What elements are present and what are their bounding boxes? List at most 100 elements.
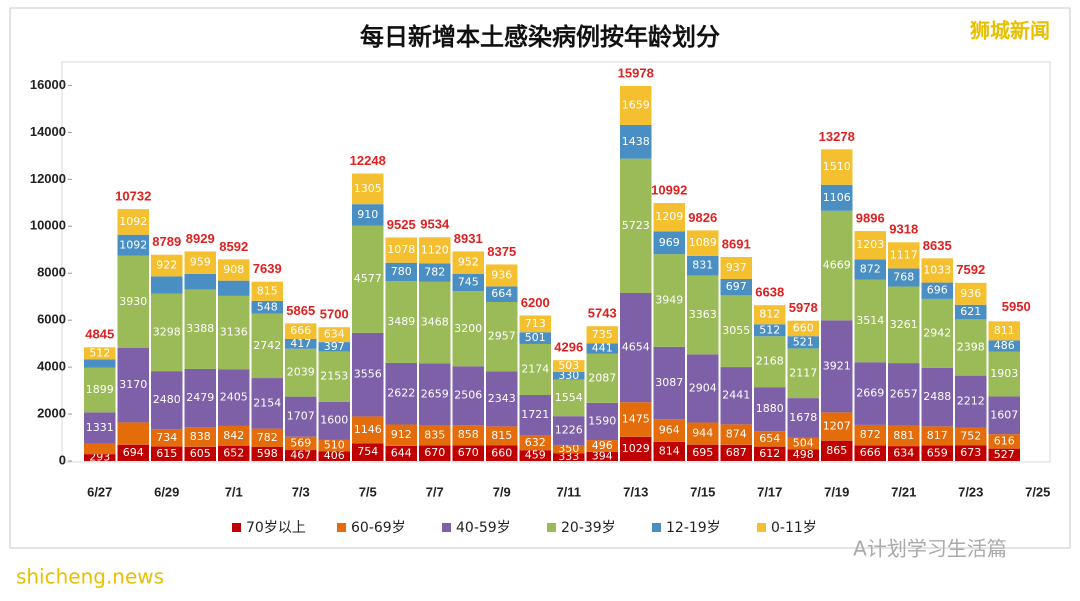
total-label: 9896 — [856, 211, 885, 226]
bar-segment — [553, 416, 585, 445]
data-label: 922 — [156, 259, 177, 272]
data-label: 969 — [659, 236, 680, 249]
data-label: 912 — [391, 428, 412, 441]
bar-segment — [352, 332, 384, 417]
bar-segment — [955, 304, 987, 320]
bar-segment — [787, 320, 819, 337]
bar-segment — [419, 425, 451, 446]
data-label: 510 — [324, 438, 345, 451]
data-label: 814 — [659, 444, 680, 457]
data-label: 1600 — [320, 414, 348, 427]
data-label: 835 — [424, 428, 445, 441]
bar-segment — [218, 445, 250, 461]
x-tick-label: 7/23 — [958, 484, 983, 499]
bar-segment — [84, 454, 116, 461]
bar-segment — [821, 149, 853, 185]
data-label: 2742 — [253, 339, 281, 352]
bar-segment — [687, 422, 719, 445]
bar-segment — [854, 259, 886, 280]
data-label: 670 — [424, 446, 445, 459]
bar-segment — [653, 346, 685, 420]
data-label: 1092 — [119, 238, 147, 251]
data-label: 1117 — [890, 248, 918, 261]
bar-segment — [452, 425, 484, 446]
bar-segment — [519, 435, 551, 451]
x-tick-label: 7/7 — [426, 484, 444, 499]
bar-segment — [921, 445, 953, 461]
y-tick-label: 14000 — [30, 124, 66, 139]
bar-segment — [184, 289, 216, 369]
bar-segment — [419, 237, 451, 264]
bar-segment — [486, 371, 518, 427]
bar-segment — [218, 369, 250, 426]
bar-segment — [988, 351, 1020, 397]
bar-segment — [921, 258, 953, 283]
data-label: 908 — [223, 263, 244, 276]
data-label: 944 — [692, 427, 713, 440]
data-label: 1707 — [287, 410, 315, 423]
data-label: 1203 — [856, 238, 884, 251]
bar-segment — [385, 445, 417, 461]
bar-segment — [653, 419, 685, 442]
bar-segment — [117, 234, 149, 256]
total-label: 5865 — [286, 303, 315, 318]
bar-segment — [586, 326, 618, 344]
data-label: 5723 — [622, 219, 650, 232]
bar-segment — [251, 281, 283, 301]
total-label: 9534 — [420, 217, 450, 232]
data-label: 512 — [89, 346, 110, 359]
data-label: 3949 — [655, 293, 683, 306]
bar-segment — [921, 282, 953, 299]
legend-swatch — [442, 523, 451, 532]
bar-segment — [151, 446, 183, 461]
bar-segment — [754, 431, 786, 447]
total-label: 6638 — [755, 285, 784, 300]
data-label: 1554 — [555, 391, 583, 404]
bar-segment — [285, 450, 317, 461]
bar-segment — [486, 301, 518, 372]
data-label: 615 — [156, 447, 177, 460]
bar-segment — [921, 367, 953, 427]
data-label: 616 — [994, 434, 1015, 447]
bar-segment — [653, 231, 685, 255]
data-label: 713 — [525, 317, 546, 330]
data-label: 634 — [324, 328, 345, 341]
bar-segment — [553, 371, 585, 380]
bar-segment — [218, 425, 250, 446]
data-label: 2622 — [387, 387, 415, 400]
bar-segment — [787, 348, 819, 399]
data-label: 2942 — [923, 326, 951, 339]
total-label: 10992 — [651, 182, 687, 197]
bar-segment — [184, 273, 216, 290]
bar-segment — [84, 367, 116, 413]
total-label: 7592 — [956, 262, 985, 277]
bar-segment — [184, 368, 216, 428]
data-label: 1209 — [655, 210, 683, 223]
bar-segment — [888, 286, 920, 364]
data-label: 1331 — [86, 421, 114, 434]
data-label: 605 — [190, 447, 211, 460]
bar-segment — [84, 359, 116, 368]
bar-segment — [151, 429, 183, 447]
bar-segment — [620, 402, 652, 437]
bar-segment — [84, 443, 116, 455]
data-label: 2904 — [689, 381, 717, 394]
data-label: 1092 — [119, 215, 147, 228]
data-label: 959 — [190, 256, 211, 269]
data-label: 1120 — [421, 243, 449, 256]
total-label: 4845 — [85, 327, 114, 342]
data-label: 394 — [592, 449, 613, 462]
data-label: 459 — [525, 449, 546, 462]
data-label: 333 — [558, 450, 579, 463]
x-tick-label: 7/25 — [1025, 484, 1050, 499]
bar-segment — [754, 446, 786, 461]
bar-segment — [955, 445, 987, 461]
legend-swatch — [547, 523, 556, 532]
data-label: 1903 — [990, 367, 1018, 380]
bar-segment — [921, 426, 953, 446]
data-label: 330 — [558, 369, 579, 382]
bar-segment — [419, 363, 451, 426]
data-label: 3200 — [454, 322, 482, 335]
data-label: 812 — [759, 308, 780, 321]
legend-label: 70岁以上 — [246, 520, 306, 536]
